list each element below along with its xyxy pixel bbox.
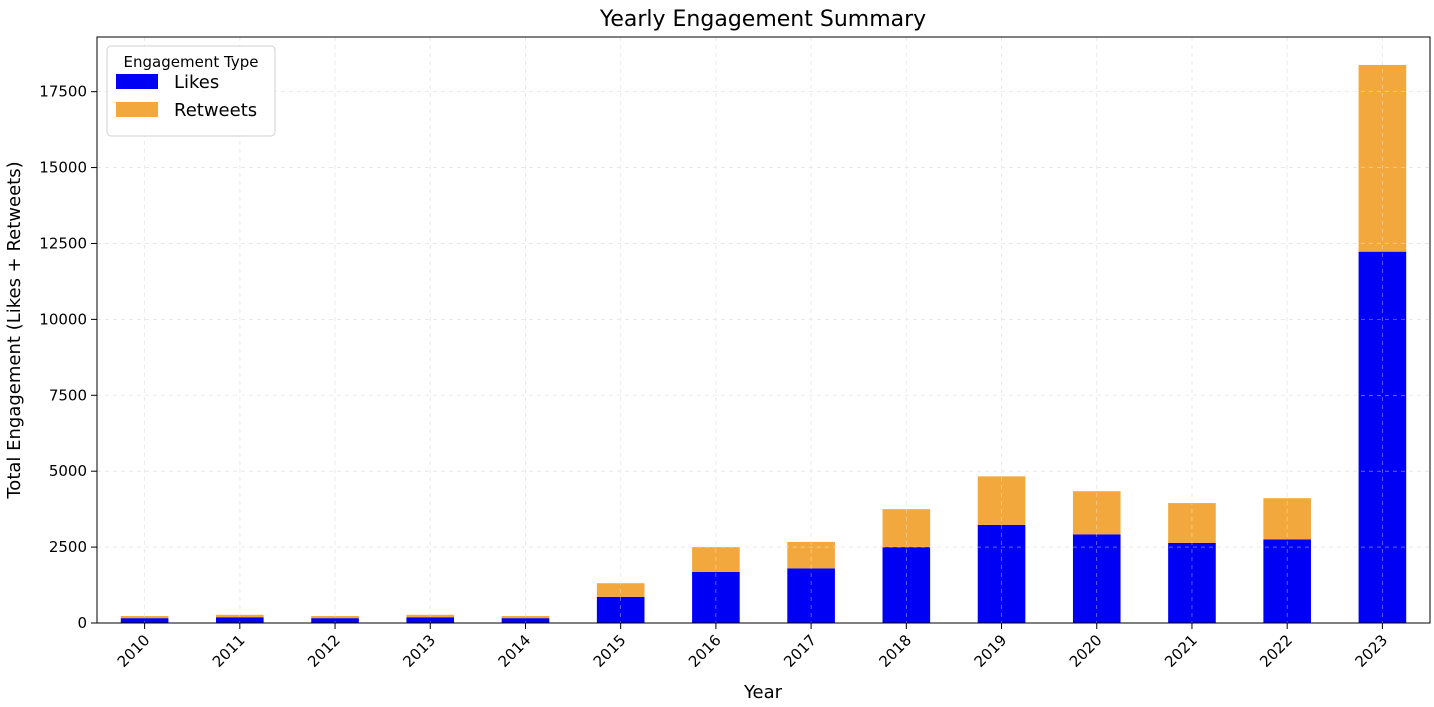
bar-retweets-2017 xyxy=(787,541,835,569)
legend: Engagement Type Likes Retweets xyxy=(106,45,276,137)
y-tick-label: 15000 xyxy=(39,159,87,177)
legend-swatch-retweets xyxy=(116,102,158,117)
y-tick-label: 7500 xyxy=(49,386,87,404)
x-tick-label: 2022 xyxy=(1256,631,1296,671)
x-tick-label: 2014 xyxy=(495,631,535,671)
bar-likes-2010 xyxy=(120,618,169,623)
x-tick-label: 2021 xyxy=(1161,631,1201,671)
y-tick-label: 17500 xyxy=(39,83,87,101)
bar-likes-2014 xyxy=(501,618,550,623)
x-tick-label: 2019 xyxy=(971,631,1011,671)
x-axis-label: Year xyxy=(743,682,783,703)
x-tick-label: 2016 xyxy=(685,631,725,671)
y-axis-label: Total Engagement (Likes + Retweets) xyxy=(4,161,25,499)
bar-retweets-2019 xyxy=(977,476,1026,525)
y-tick-label: 10000 xyxy=(39,310,87,328)
x-tick-label: 2015 xyxy=(590,631,630,671)
legend-title: Engagement Type xyxy=(124,53,259,71)
grid-lines xyxy=(97,37,1430,624)
y-tick-label: 0 xyxy=(77,614,87,632)
x-tick-label: 2017 xyxy=(780,631,820,671)
y-tick-label: 5000 xyxy=(49,462,87,480)
bar-retweets-2012 xyxy=(311,616,359,619)
y-tick-label: 2500 xyxy=(49,538,87,556)
legend-swatch-likes xyxy=(116,74,158,89)
bar-likes-2013 xyxy=(406,617,455,623)
bar-retweets-2014 xyxy=(501,616,550,619)
chart-title: Yearly Engagement Summary xyxy=(599,7,926,32)
bar-likes-2011 xyxy=(216,617,264,623)
x-axis-ticks: 2010 2011 2012 2013 2014 2015 2016 2017 2018 2019… xyxy=(114,623,1391,671)
bar-retweets-2010 xyxy=(120,616,169,619)
x-tick-label: 2020 xyxy=(1066,631,1106,671)
x-tick-label: 2011 xyxy=(209,631,249,671)
bar-likes-2012 xyxy=(311,618,359,623)
bar-likes-2020 xyxy=(1072,534,1121,623)
x-tick-label: 2013 xyxy=(399,631,439,671)
bar-likes-2015 xyxy=(596,596,645,623)
x-tick-label: 2023 xyxy=(1351,631,1391,671)
x-tick-label: 2018 xyxy=(875,631,915,671)
x-tick-label: 2010 xyxy=(114,631,154,671)
y-axis-ticks: 0 2500 5000 7500 10000 12500 15000 17500 xyxy=(39,83,97,632)
bars xyxy=(97,37,1430,624)
legend-label-likes: Likes xyxy=(174,72,219,93)
plot-frame xyxy=(96,36,1431,624)
x-tick-label: 2012 xyxy=(304,631,344,671)
y-tick-label: 12500 xyxy=(39,234,87,252)
legend-label-retweets: Retweets xyxy=(174,100,257,121)
